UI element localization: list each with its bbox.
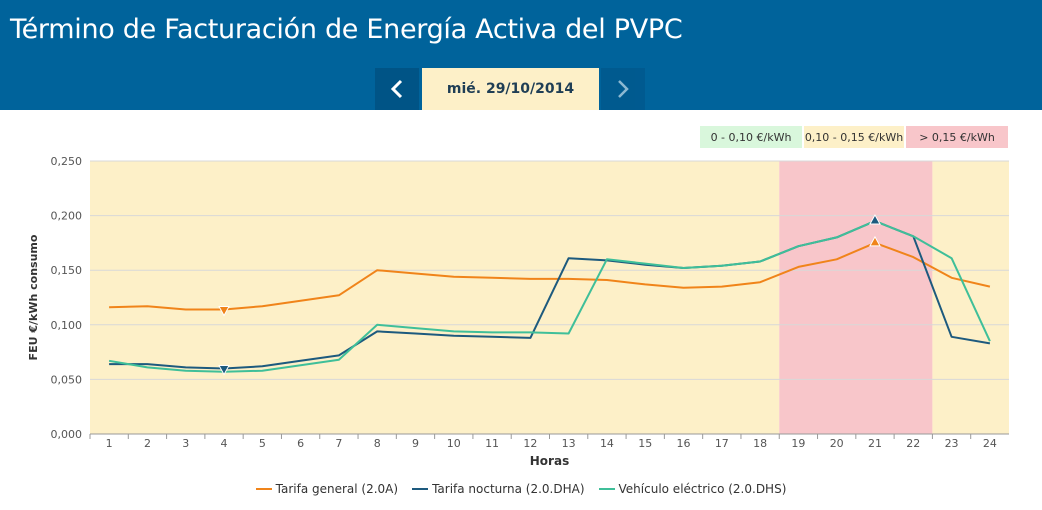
x-tick-label: 18 [753, 437, 767, 450]
x-tick-label: 22 [906, 437, 920, 450]
page-title: Término de Facturación de Energía Activa… [10, 14, 683, 45]
date-selector[interactable]: mié. 29/10/2014 [422, 68, 599, 110]
x-tick-label: 16 [677, 437, 691, 450]
legend-swatch-general [255, 488, 272, 490]
range-mid-label: 0,10 - 0,15 €/kWh [804, 126, 904, 148]
x-tick-label: 12 [523, 437, 537, 450]
legend-label-general: Tarifa general (2.0A) [275, 482, 399, 496]
legend-item-vehiculo[interactable]: Vehículo eléctrico (2.0.DHS) [598, 482, 787, 496]
x-tick-label: 17 [715, 437, 729, 450]
x-tick-label: 24 [983, 437, 997, 450]
min-marker [218, 306, 230, 317]
price-band-high [779, 161, 933, 434]
next-day-button[interactable] [601, 68, 645, 110]
page-header: Término de Facturación de Energía Activa… [0, 0, 1042, 110]
range-low-label: 0 - 0,10 €/kWh [700, 126, 802, 148]
chevron-right-icon [618, 80, 629, 98]
legend-item-nocturna[interactable]: Tarifa nocturna (2.0.DHA) [412, 482, 585, 496]
price-band-mid [90, 161, 780, 434]
legend-label-vehiculo: Vehículo eléctrico (2.0.DHS) [618, 482, 787, 496]
x-tick-label: 20 [830, 437, 844, 450]
x-tick-label: 6 [297, 437, 304, 450]
x-tick-label: 3 [182, 437, 189, 450]
x-tick-label: 11 [485, 437, 499, 450]
x-tick-label: 14 [600, 437, 614, 450]
x-axis-title: Horas [530, 454, 569, 468]
chart-legend: Tarifa general (2.0A) Tarifa nocturna (2… [0, 482, 1042, 496]
x-tick-label: 19 [791, 437, 805, 450]
x-tick-label: 9 [412, 437, 419, 450]
x-tick-label: 7 [335, 437, 342, 450]
x-tick-label: 2 [144, 437, 151, 450]
max-marker [869, 214, 881, 225]
y-tick-label: 0,150 [51, 264, 83, 277]
x-tick-label: 1 [106, 437, 113, 450]
y-tick-label: 0,050 [51, 373, 83, 386]
chevron-left-icon [390, 79, 403, 99]
x-tick-label: 15 [638, 437, 652, 450]
x-tick-label: 10 [447, 437, 461, 450]
y-tick-label: 0,100 [51, 319, 83, 332]
min-marker [218, 364, 230, 376]
series-general-line [109, 241, 991, 311]
y-tick-label: 0,200 [51, 210, 83, 223]
x-tick-label: 4 [221, 437, 228, 450]
x-tick-label: 13 [562, 437, 576, 450]
x-tick-label: 8 [374, 437, 381, 450]
max-marker [869, 235, 881, 247]
legend-item-general[interactable]: Tarifa general (2.0A) [255, 482, 399, 496]
range-high-label: > 0,15 €/kWh [906, 126, 1008, 148]
y-axis-title: FEU €/kWh consumo [27, 234, 40, 360]
series-vehiculo-line [108, 220, 991, 373]
legend-swatch-vehiculo [598, 488, 615, 490]
y-tick-label: 0,250 [51, 155, 83, 168]
x-tick-label: 21 [868, 437, 882, 450]
legend-label-nocturna: Tarifa nocturna (2.0.DHA) [432, 482, 585, 496]
legend-swatch-nocturna [412, 488, 429, 490]
previous-day-button[interactable] [375, 68, 419, 110]
y-tick-label: 0,000 [51, 428, 83, 441]
x-tick-label: 23 [945, 437, 959, 450]
x-tick-label: 5 [259, 437, 266, 450]
